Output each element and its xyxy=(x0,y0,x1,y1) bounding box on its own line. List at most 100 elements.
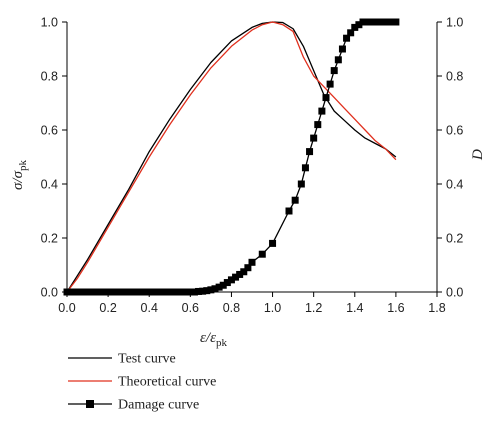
damage-curve-point xyxy=(215,283,223,291)
damage-curve-point xyxy=(88,288,96,296)
damage-curve-point xyxy=(375,18,383,26)
y2-tick-label: 0.6 xyxy=(446,124,463,138)
x-tick-label: 1.2 xyxy=(305,301,322,315)
damage-curve-point xyxy=(343,34,351,42)
y2-axis-label: D xyxy=(470,149,486,161)
x-tick-label: 0.8 xyxy=(223,301,240,315)
damage-curve-point xyxy=(71,288,79,296)
damage-curve-point xyxy=(96,288,104,296)
damage-curve-point xyxy=(269,239,277,247)
damage-curve-point xyxy=(92,288,100,296)
legend-damage-label: Damage curve xyxy=(118,398,199,413)
damage-curve-point xyxy=(384,18,392,26)
legend-damage-marker xyxy=(86,400,94,408)
damage-curve-point xyxy=(258,250,266,258)
damage-curve-point xyxy=(63,288,71,296)
damage-curve-point xyxy=(306,148,314,156)
y-tick-label: 0.0 xyxy=(41,286,58,300)
damage-curve-point xyxy=(100,288,108,296)
damage-curve-point xyxy=(145,288,153,296)
damage-curve-line xyxy=(67,21,396,293)
x-tick-label: 0.4 xyxy=(141,301,158,315)
damage-curve-point xyxy=(141,288,149,296)
damage-curve-point xyxy=(125,288,133,296)
damage-curve-point xyxy=(178,288,186,296)
legend-theoretical-label: Theoretical curve xyxy=(118,375,216,390)
x-tick-label: 0.2 xyxy=(99,301,116,315)
damage-curve-point xyxy=(301,164,309,172)
damage-curve-point xyxy=(388,18,396,26)
damage-curve-point xyxy=(195,287,203,295)
damage-curve-point xyxy=(322,94,330,102)
y-axis-label: σ/σpk xyxy=(10,160,29,190)
damage-curve-point xyxy=(79,288,87,296)
damage-curve-point xyxy=(248,258,256,266)
damage-curve-point xyxy=(174,288,182,296)
damage-curve-point xyxy=(326,80,334,88)
damage-curve-point xyxy=(211,285,219,293)
damage-curve-point xyxy=(162,288,170,296)
damage-curve-point xyxy=(355,21,363,29)
damage-curve-point xyxy=(363,18,371,26)
damage-curve-point xyxy=(186,288,194,296)
x-tick-label: 0.0 xyxy=(58,301,75,315)
damage-curve-point xyxy=(182,288,190,296)
damage-curve-point xyxy=(170,288,178,296)
damage-curve-point xyxy=(75,288,83,296)
y-tick-label: 0.6 xyxy=(41,124,58,138)
y2-tick-label: 0.0 xyxy=(446,286,463,300)
damage-curve-point xyxy=(334,56,342,64)
damage-curve-point xyxy=(371,18,379,26)
damage-curve-point xyxy=(310,134,318,142)
damage-curve-point xyxy=(318,107,326,115)
x-tick-label: 1.4 xyxy=(346,301,363,315)
damage-curve-point xyxy=(291,196,299,204)
damage-curve-point xyxy=(133,288,141,296)
damage-curve-point xyxy=(244,264,252,272)
x-tick-label: 1.8 xyxy=(428,301,445,315)
y-tick-label: 1.0 xyxy=(41,16,58,30)
damage-curve-point xyxy=(232,273,240,281)
damage-curve-point xyxy=(190,288,198,296)
damage-curve-point xyxy=(297,180,305,188)
x-axis-label: ε/εpk xyxy=(200,330,228,349)
damage-curve-point xyxy=(219,281,227,289)
damage-curve-point xyxy=(166,288,174,296)
test-curve-line xyxy=(66,21,397,293)
damage-curve-point xyxy=(112,288,120,296)
y-tick-label: 0.8 xyxy=(41,70,58,84)
damage-curve-point xyxy=(380,18,388,26)
damage-curve-point xyxy=(240,268,248,276)
damage-curve-point xyxy=(104,288,112,296)
damage-curve-point xyxy=(129,288,137,296)
damage-curve-point xyxy=(121,288,129,296)
damage-curve-point xyxy=(84,288,92,296)
legend-test-label: Test curve xyxy=(118,352,176,367)
damage-curve-point xyxy=(227,276,235,284)
damage-curve-point xyxy=(207,286,215,294)
damage-curve-point xyxy=(314,121,322,129)
damage-curve-point xyxy=(223,279,231,287)
y-tick-label: 0.4 xyxy=(41,178,58,192)
x-tick-label: 0.6 xyxy=(182,301,199,315)
damage-curve-point xyxy=(153,288,161,296)
damage-curve-point xyxy=(347,29,355,37)
damage-curve-point xyxy=(359,18,367,26)
x-tick-label: 1.6 xyxy=(387,301,404,315)
damage-curve-point xyxy=(149,288,157,296)
y-tick-label: 0.2 xyxy=(41,232,58,246)
damage-curve-point xyxy=(351,23,359,31)
legend: Test curve Theoretical curve Damage curv… xyxy=(68,352,216,413)
y2-tick-label: 0.2 xyxy=(446,232,463,246)
damage-curve-point xyxy=(137,288,145,296)
damage-curve-point xyxy=(285,207,293,215)
damage-curve-point xyxy=(392,18,400,26)
y2-tick-label: 1.0 xyxy=(446,16,463,30)
damage-curve-point xyxy=(367,18,375,26)
y2-tick-label: 0.4 xyxy=(446,178,463,192)
damage-curve-point xyxy=(108,288,116,296)
damage-curve-point xyxy=(67,288,75,296)
y2-tick-label: 0.8 xyxy=(446,70,463,84)
damage-curve-point xyxy=(338,45,346,53)
